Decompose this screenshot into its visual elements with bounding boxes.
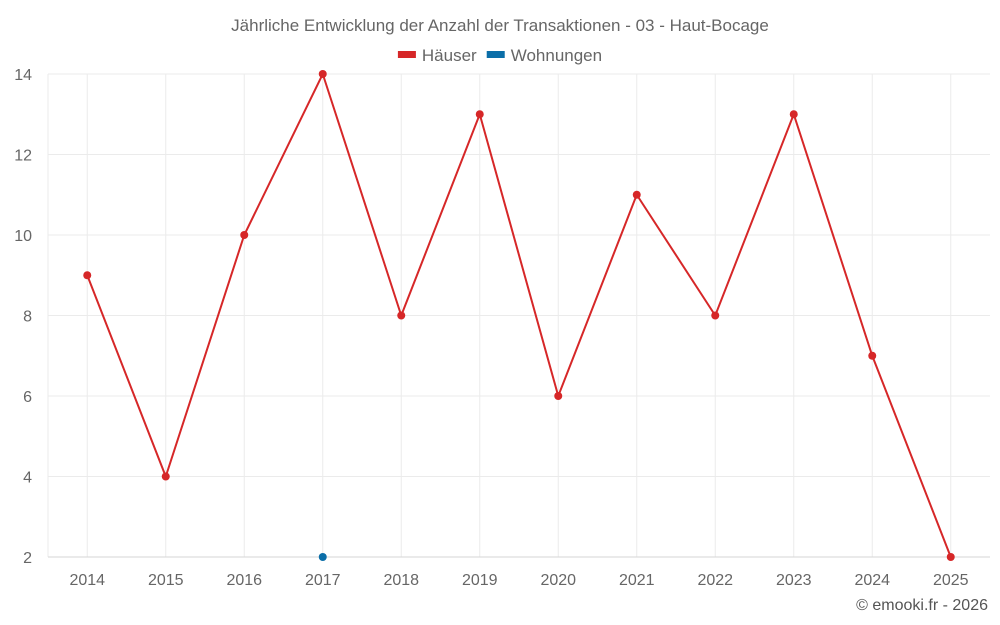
- credit-text: © emooki.fr - 2026: [856, 597, 988, 614]
- y-tick-label: 4: [23, 470, 32, 487]
- data-point[interactable]: [318, 70, 327, 78]
- x-tick-label: 2022: [697, 572, 733, 589]
- data-point[interactable]: [868, 351, 877, 360]
- gridlines: [47, 73, 990, 557]
- legend-label: Wohnungen: [511, 46, 602, 65]
- x-tick-label: 2019: [462, 572, 498, 589]
- legend-item-häuser[interactable]: Häuser: [397, 46, 477, 65]
- x-axis: 2014 2015 2016 2017 2018 2019 2020 2021 2022 2023…: [48, 556, 990, 589]
- y-axis: 2 4 6 8 10 12 14: [14, 67, 32, 567]
- x-tick-label: 2016: [226, 572, 262, 589]
- data-point[interactable]: [83, 271, 92, 280]
- x-tick-label: 2014: [69, 572, 105, 589]
- data-point[interactable]: [946, 553, 955, 561]
- series-häuser: [83, 70, 955, 561]
- legend-item-wohnungen[interactable]: Wohnungen: [486, 46, 602, 65]
- legend-swatch: [397, 51, 416, 58]
- x-tick-label: 2021: [619, 572, 655, 589]
- y-tick-label: 10: [14, 228, 32, 245]
- data-point[interactable]: [789, 110, 798, 119]
- legend: Häuser Wohnungen: [397, 46, 602, 65]
- x-tick-label: 2017: [305, 572, 341, 589]
- data-point[interactable]: [397, 311, 406, 320]
- x-tick-label: 2023: [776, 572, 812, 589]
- x-tick-label: 2015: [148, 572, 184, 589]
- x-tick-label: 2020: [540, 572, 576, 589]
- data-point[interactable]: [711, 311, 720, 320]
- legend-swatch: [486, 51, 505, 58]
- y-tick-label: 2: [23, 550, 32, 567]
- y-tick-label: 6: [23, 389, 32, 406]
- x-tick-label: 2018: [383, 572, 419, 589]
- series-layer: [83, 70, 955, 561]
- data-point[interactable]: [632, 190, 641, 199]
- data-point[interactable]: [161, 472, 170, 481]
- y-tick-label: 14: [14, 67, 32, 84]
- y-tick-label: 8: [23, 309, 32, 326]
- x-tick-label: 2025: [933, 572, 969, 589]
- x-tick-label: 2024: [854, 572, 890, 589]
- data-point[interactable]: [475, 110, 484, 119]
- series-wohnungen: [318, 553, 327, 561]
- data-point[interactable]: [318, 553, 327, 561]
- data-point[interactable]: [240, 231, 249, 239]
- y-tick-label: 12: [14, 148, 32, 165]
- data-point[interactable]: [554, 392, 563, 400]
- legend-label: Häuser: [422, 46, 477, 65]
- chart-title: Jährliche Entwicklung der Anzahl der Tra…: [231, 16, 769, 35]
